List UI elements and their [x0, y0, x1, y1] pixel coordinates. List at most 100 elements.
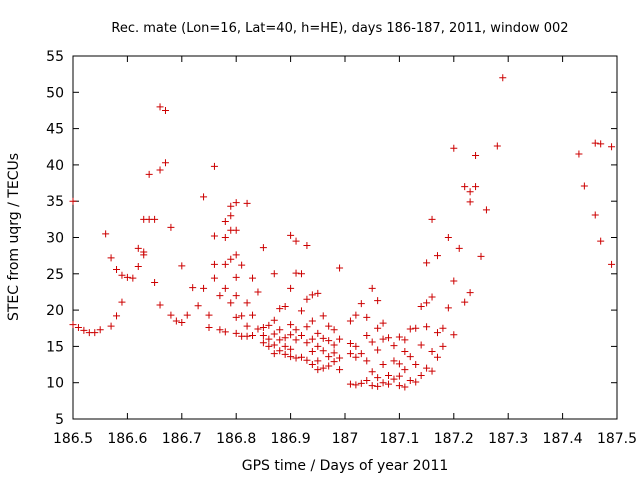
- data-point: [259, 332, 267, 340]
- x-tick-label: 187.3: [488, 431, 528, 447]
- y-tick-label: 55: [46, 49, 64, 65]
- data-point: [395, 382, 403, 390]
- data-point: [363, 332, 371, 340]
- x-tick-label: 187: [332, 431, 359, 447]
- data-point: [346, 350, 354, 358]
- data-point: [232, 226, 240, 234]
- data-point: [210, 232, 218, 240]
- data-point: [292, 269, 300, 277]
- data-point: [200, 284, 208, 292]
- data-point: [281, 334, 289, 342]
- data-point: [287, 321, 295, 329]
- data-point: [107, 254, 115, 262]
- data-point: [107, 322, 115, 330]
- data-point: [249, 311, 257, 319]
- data-point: [243, 322, 251, 330]
- data-point: [161, 159, 169, 167]
- data-point: [303, 323, 311, 331]
- data-point: [597, 237, 605, 245]
- data-point: [232, 251, 240, 259]
- x-axis-label: GPS time / Days of year 2011: [242, 458, 449, 474]
- data-point: [423, 364, 431, 372]
- data-point: [374, 324, 382, 332]
- data-point: [575, 150, 583, 158]
- data-point: [270, 341, 278, 349]
- data-point: [450, 277, 458, 285]
- data-point: [374, 382, 382, 390]
- data-point: [363, 313, 371, 321]
- data-point: [330, 341, 338, 349]
- data-point: [232, 199, 240, 207]
- data-point: [395, 333, 403, 341]
- data-point: [113, 312, 121, 320]
- data-point: [336, 335, 344, 343]
- data-point: [433, 252, 441, 260]
- data-point: [423, 299, 431, 307]
- data-point: [232, 313, 240, 321]
- data-point: [151, 279, 159, 287]
- data-point: [406, 325, 414, 333]
- data-point: [439, 324, 447, 332]
- data-point: [265, 335, 273, 343]
- data-point: [292, 237, 300, 245]
- data-point: [374, 346, 382, 354]
- y-tick-label: 25: [46, 267, 64, 283]
- data-point: [472, 183, 480, 191]
- data-point: [232, 273, 240, 281]
- data-point: [439, 342, 447, 350]
- data-point: [183, 311, 191, 319]
- data-point: [466, 289, 474, 297]
- data-point: [466, 198, 474, 206]
- data-point: [444, 304, 452, 312]
- data-point: [118, 271, 126, 279]
- data-point: [608, 260, 616, 268]
- data-point: [412, 361, 420, 369]
- data-point: [401, 336, 409, 344]
- x-tick-label: 187.1: [379, 431, 419, 447]
- data-point: [227, 299, 235, 307]
- data-point: [297, 353, 305, 361]
- data-point: [450, 144, 458, 152]
- data-point: [221, 328, 229, 336]
- data-point: [221, 218, 229, 226]
- y-tick-label: 15: [46, 339, 64, 355]
- data-point: [303, 295, 311, 303]
- data-point: [254, 288, 262, 296]
- data-point: [308, 361, 316, 369]
- data-point: [352, 381, 360, 389]
- data-point: [368, 338, 376, 346]
- data-point: [243, 332, 251, 340]
- x-tick-label: 187.5: [597, 431, 637, 447]
- data-point: [325, 322, 333, 330]
- data-point: [287, 231, 295, 239]
- data-point: [336, 366, 344, 374]
- data-point: [281, 302, 289, 310]
- data-point: [428, 347, 436, 355]
- data-point: [156, 166, 164, 174]
- data-point: [178, 318, 186, 326]
- data-point: [325, 362, 333, 370]
- data-point: [406, 353, 414, 361]
- data-point: [401, 383, 409, 391]
- data-point: [363, 377, 371, 385]
- data-point: [303, 241, 311, 249]
- data-point: [227, 212, 235, 220]
- data-point: [472, 151, 480, 159]
- data-point: [499, 74, 507, 82]
- data-point: [270, 270, 278, 278]
- data-point: [216, 326, 224, 334]
- data-point: [401, 347, 409, 355]
- data-point: [428, 293, 436, 301]
- data-point: [433, 329, 441, 337]
- data-point: [352, 342, 360, 350]
- data-point: [482, 206, 490, 214]
- data-point: [412, 324, 420, 332]
- data-point: [259, 339, 267, 347]
- data-point: [450, 331, 458, 339]
- data-point: [319, 334, 327, 342]
- data-point: [336, 354, 344, 362]
- y-tick-label: 20: [46, 303, 64, 319]
- data-point: [281, 350, 289, 358]
- data-point: [314, 289, 322, 297]
- data-point: [292, 326, 300, 334]
